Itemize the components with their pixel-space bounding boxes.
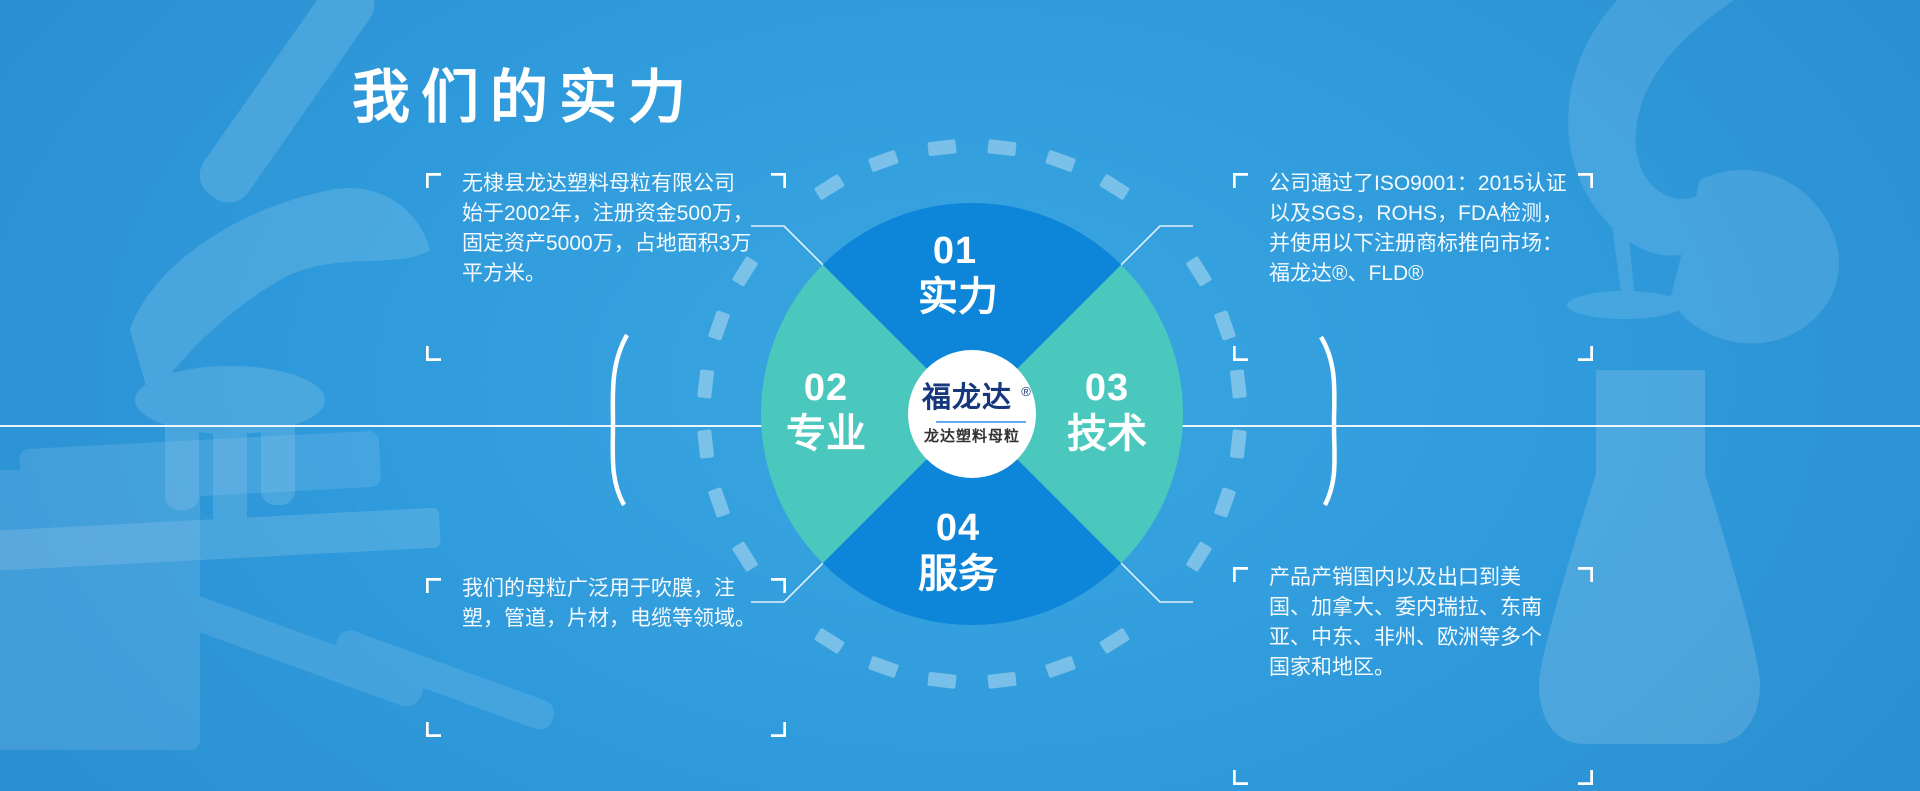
svg-text:®: ® — [1021, 384, 1031, 399]
svg-text:02: 02 — [804, 367, 848, 409]
svg-text:服务: 服务 — [918, 552, 998, 596]
svg-text:实力: 实力 — [918, 275, 998, 319]
svg-text:01: 01 — [933, 230, 977, 272]
svg-text:专业: 专业 — [786, 412, 866, 456]
svg-text:03: 03 — [1085, 367, 1129, 409]
svg-text:04: 04 — [936, 507, 980, 549]
svg-text:龙达塑料母粒: 龙达塑料母粒 — [923, 427, 1020, 445]
svg-text:福龙达: 福龙达 — [921, 381, 1012, 414]
svg-text:技术: 技术 — [1067, 412, 1147, 456]
